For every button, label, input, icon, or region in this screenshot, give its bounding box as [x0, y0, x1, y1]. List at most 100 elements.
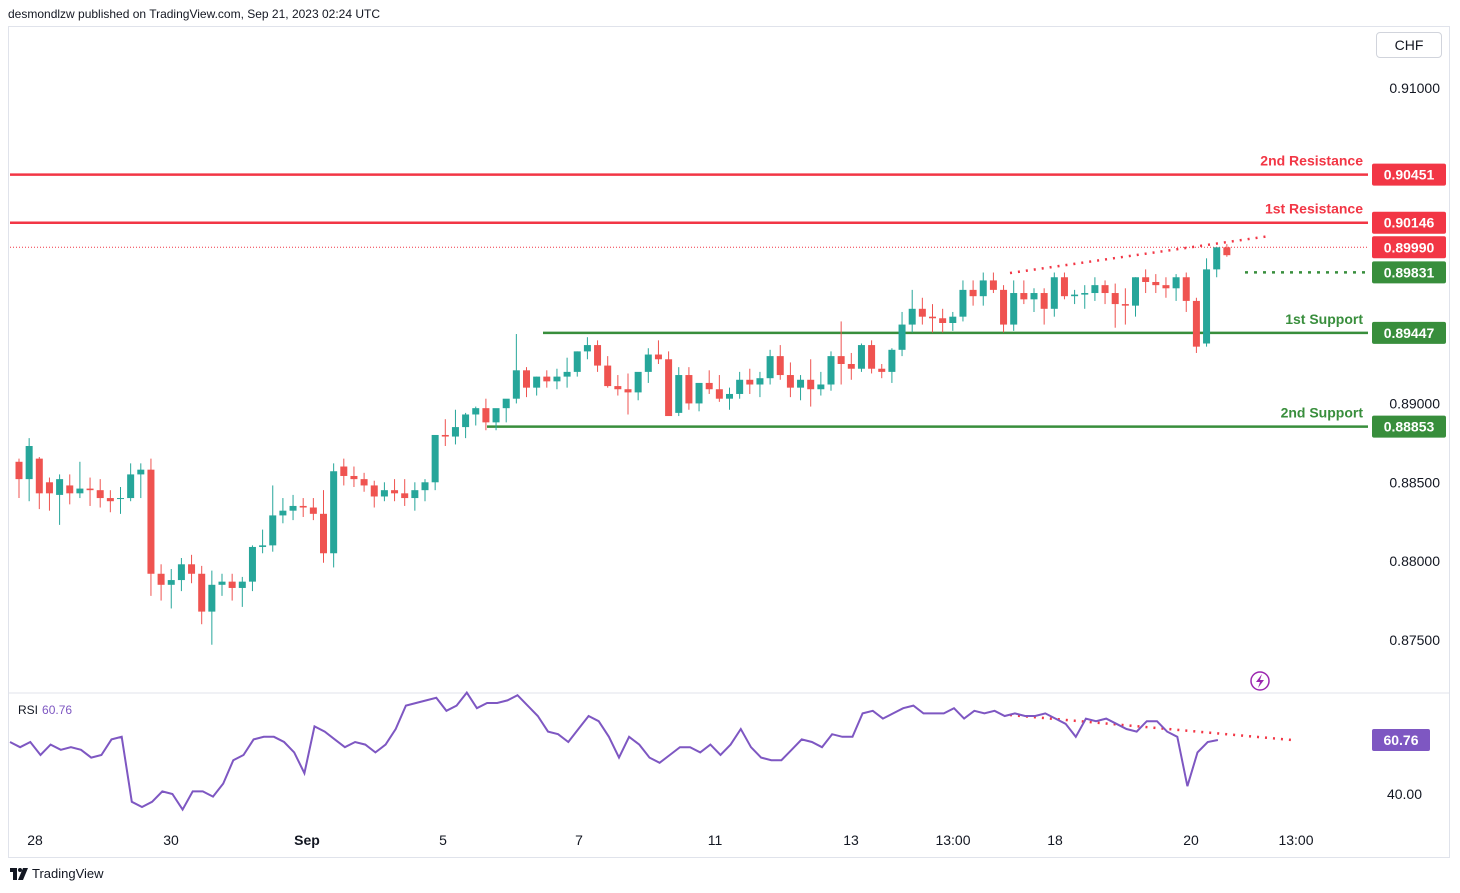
candle[interactable]: [330, 463, 338, 568]
candle[interactable]: [837, 321, 845, 385]
candle[interactable]: [1142, 269, 1150, 294]
candle[interactable]: [868, 340, 876, 374]
candle[interactable]: [137, 463, 145, 499]
candle[interactable]: [776, 345, 784, 380]
candle[interactable]: [391, 479, 399, 502]
candle[interactable]: [878, 364, 886, 379]
candle[interactable]: [309, 498, 317, 521]
candle[interactable]: [908, 289, 916, 333]
candle[interactable]: [665, 351, 673, 417]
candle[interactable]: [462, 412, 470, 439]
candle[interactable]: [35, 457, 43, 510]
candle[interactable]: [1071, 289, 1079, 305]
candle[interactable]: [1182, 272, 1190, 312]
candle[interactable]: [847, 352, 855, 380]
candle[interactable]: [106, 490, 114, 513]
rsi-line[interactable]: [9, 690, 1219, 812]
candle[interactable]: [401, 479, 409, 506]
candle[interactable]: [726, 387, 733, 410]
candle[interactable]: [685, 367, 693, 410]
candle[interactable]: [634, 371, 642, 401]
candle[interactable]: [117, 487, 124, 514]
candle[interactable]: [340, 458, 348, 486]
candle[interactable]: [76, 461, 84, 499]
candle[interactable]: [208, 570, 216, 645]
candle[interactable]: [157, 564, 165, 601]
candle[interactable]: [512, 334, 520, 404]
candle[interactable]: [167, 569, 175, 609]
candle[interactable]: [675, 367, 683, 417]
candle[interactable]: [472, 406, 480, 426]
candle[interactable]: [624, 373, 632, 415]
candle[interactable]: [746, 368, 754, 394]
candle[interactable]: [1010, 280, 1018, 331]
candle[interactable]: [756, 371, 764, 398]
candle[interactable]: [644, 348, 652, 383]
candle[interactable]: [269, 485, 277, 552]
candle[interactable]: [583, 337, 591, 360]
candle[interactable]: [86, 477, 94, 506]
alert-bolt-icon[interactable]: [1250, 671, 1270, 691]
candle[interactable]: [370, 480, 378, 508]
candle[interactable]: [1132, 277, 1139, 317]
candle[interactable]: [1000, 285, 1008, 333]
candle[interactable]: [918, 297, 926, 325]
candle[interactable]: [492, 408, 500, 431]
candle[interactable]: [939, 308, 947, 333]
candle[interactable]: [533, 376, 541, 396]
candle[interactable]: [1152, 274, 1160, 294]
candle[interactable]: [969, 280, 977, 306]
candle[interactable]: [96, 479, 104, 508]
price-trendline[interactable]: [1009, 234, 1271, 275]
candle[interactable]: [1111, 283, 1119, 328]
candle[interactable]: [573, 351, 581, 377]
candle[interactable]: [1020, 280, 1028, 305]
candle[interactable]: [218, 573, 226, 596]
candle[interactable]: [1040, 288, 1048, 325]
candle[interactable]: [25, 438, 33, 502]
candle[interactable]: [320, 490, 327, 563]
candle[interactable]: [238, 576, 246, 607]
candle[interactable]: [56, 474, 64, 525]
candle[interactable]: [979, 272, 987, 306]
candle[interactable]: [817, 371, 825, 396]
candle[interactable]: [248, 545, 256, 592]
candle[interactable]: [15, 458, 23, 499]
candle[interactable]: [441, 419, 449, 447]
candle[interactable]: [1081, 285, 1089, 309]
candle[interactable]: [736, 371, 744, 399]
candle[interactable]: [797, 375, 805, 401]
candle[interactable]: [807, 359, 815, 407]
candle[interactable]: [989, 272, 997, 294]
candle[interactable]: [127, 463, 135, 502]
candle[interactable]: [594, 340, 602, 372]
candle[interactable]: [411, 482, 419, 511]
candle[interactable]: [614, 375, 622, 396]
candle[interactable]: [66, 474, 74, 505]
candle[interactable]: [1030, 288, 1038, 312]
candle[interactable]: [289, 494, 297, 521]
candle[interactable]: [45, 477, 53, 511]
candle[interactable]: [380, 482, 388, 502]
candle[interactable]: [1223, 244, 1231, 257]
candle[interactable]: [523, 367, 530, 398]
candle[interactable]: [563, 357, 571, 388]
candle[interactable]: [929, 304, 936, 333]
candle[interactable]: [279, 498, 287, 524]
candle[interactable]: [695, 382, 703, 412]
candle[interactable]: [502, 398, 510, 423]
candle[interactable]: [360, 472, 368, 492]
candle[interactable]: [1172, 274, 1180, 301]
candle[interactable]: [857, 343, 865, 372]
candle[interactable]: [188, 554, 196, 584]
candle[interactable]: [715, 375, 723, 402]
candle[interactable]: [1203, 258, 1211, 347]
candle[interactable]: [1091, 277, 1099, 301]
candle[interactable]: [827, 351, 835, 391]
candle[interactable]: [228, 573, 236, 601]
candle[interactable]: [1192, 297, 1200, 353]
candle[interactable]: [898, 311, 906, 357]
candle[interactable]: [654, 340, 662, 364]
candle[interactable]: [1060, 272, 1068, 300]
candle[interactable]: [959, 280, 967, 322]
